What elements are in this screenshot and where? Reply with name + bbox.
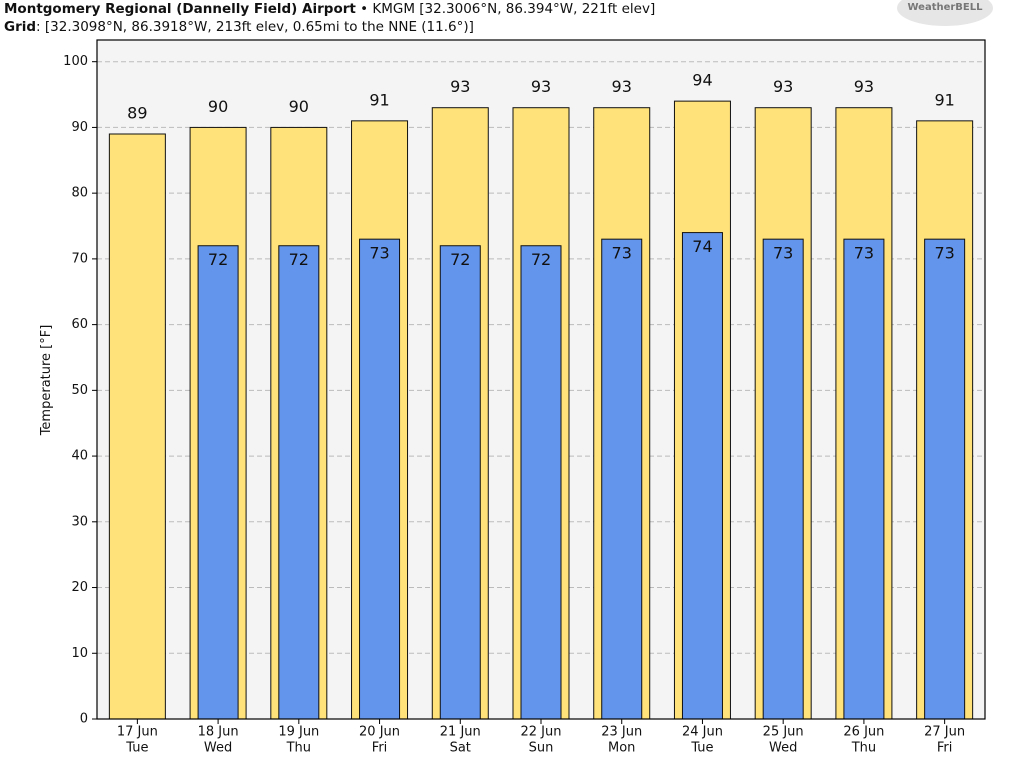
low-bar [762, 238, 804, 720]
low-label: 73 [773, 244, 793, 263]
y-tick-label: 20 [71, 580, 88, 595]
y-tick-label: 80 [71, 186, 88, 201]
low-label: 72 [531, 250, 551, 269]
x-tick-label: 18 Jun [198, 725, 239, 740]
y-tick-label: 70 [71, 251, 88, 266]
high-label: 93 [854, 77, 874, 96]
low-bar [601, 238, 643, 720]
x-tick-label: 27 Jun [924, 725, 965, 740]
low-bar [681, 232, 723, 720]
low-bar [843, 238, 885, 720]
header-line-2: Grid: [32.3098°N, 86.3918°W, 213ft elev,… [4, 19, 474, 35]
x-tick-label: 23 Jun [601, 725, 642, 740]
x-tick-weekday: Thu [286, 741, 311, 756]
high-label: 93 [612, 77, 632, 96]
high-label: 91 [934, 90, 954, 109]
low-label: 72 [450, 250, 470, 269]
x-tick-label: 20 Jun [359, 725, 400, 740]
logo-swirl [897, 0, 993, 26]
header-line-1: Montgomery Regional (Dannelly Field) Air… [4, 1, 655, 17]
x-tick-label: 22 Jun [521, 725, 562, 740]
low-label: 72 [289, 250, 309, 269]
x-tick-weekday: Thu [851, 741, 876, 756]
logo: WeatherBELL [907, 2, 983, 13]
x-tick-label: 26 Jun [843, 725, 884, 740]
y-tick-label: 10 [71, 646, 88, 661]
low-label: 73 [369, 244, 389, 263]
grid-info: : [32.3098°N, 86.3918°W, 213ft elev, 0.6… [36, 19, 474, 35]
x-tick-weekday: Mon [608, 741, 635, 756]
x-tick-weekday: Sun [529, 741, 554, 756]
x-tick-weekday: Wed [204, 741, 232, 756]
x-tick-weekday: Fri [937, 741, 953, 756]
x-tick-label: 24 Jun [682, 725, 723, 740]
x-tick-weekday: Sat [450, 741, 471, 756]
grid-label: Grid [4, 19, 36, 35]
x-tick-label: 17 Jun [117, 725, 158, 740]
low-label: 73 [934, 244, 954, 263]
subtitle: • KMGM [32.3006°N, 86.394°W, 221ft elev] [360, 1, 655, 17]
y-axis-label: Temperature [°F] [39, 325, 54, 437]
low-bar [439, 245, 481, 720]
high-label: 94 [692, 71, 712, 90]
high-label: 93 [773, 77, 793, 96]
plot-frame [96, 39, 986, 720]
title: Montgomery Regional (Dannelly Field) Air… [4, 1, 356, 17]
low-bar [197, 245, 239, 720]
high-label: 90 [208, 97, 228, 116]
y-tick-label: 60 [71, 317, 88, 332]
high-label: 93 [450, 77, 470, 96]
y-tick-label: 100 [63, 54, 88, 69]
x-tick-weekday: Tue [690, 741, 713, 756]
high-bar [108, 133, 166, 720]
x-tick-label: 21 Jun [440, 725, 481, 740]
low-label: 73 [854, 244, 874, 263]
x-tick-label: 19 Jun [278, 725, 319, 740]
high-label: 91 [369, 90, 389, 109]
y-tick-label: 30 [71, 514, 88, 529]
x-tick-weekday: Fri [372, 741, 388, 756]
low-label: 72 [208, 250, 228, 269]
low-bar [278, 245, 320, 720]
y-tick-label: 40 [71, 449, 88, 464]
x-tick-label: 25 Jun [763, 725, 804, 740]
low-bar [359, 238, 401, 720]
high-label: 89 [127, 103, 147, 122]
x-tick-weekday: Tue [125, 741, 148, 756]
y-tick-label: 50 [71, 383, 88, 398]
x-tick-weekday: Wed [769, 741, 797, 756]
y-tick-label: 0 [80, 712, 88, 727]
low-bar [924, 238, 966, 720]
high-label: 90 [289, 97, 309, 116]
low-label: 73 [612, 244, 632, 263]
high-label: 93 [531, 77, 551, 96]
low-label: 74 [692, 237, 712, 256]
y-tick-label: 90 [71, 120, 88, 135]
low-bar [520, 245, 562, 720]
